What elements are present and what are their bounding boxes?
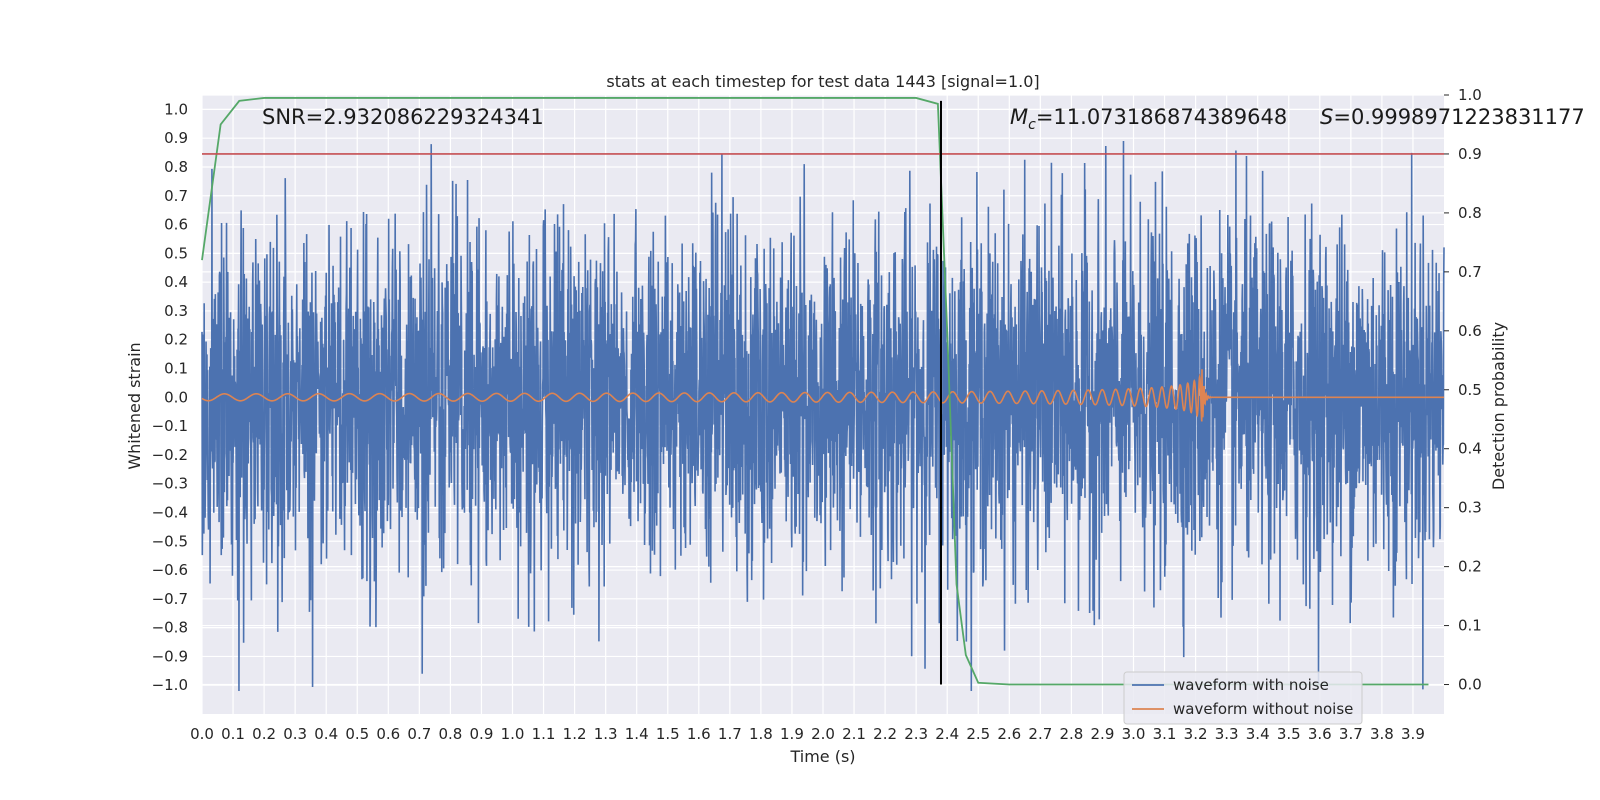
x-tick-label: 1.0 (501, 725, 525, 743)
y-tick-label: 0.1 (164, 360, 188, 378)
x-tick-label: 2.0 (811, 725, 835, 743)
legend-label-noise: waveform with noise (1173, 676, 1329, 694)
x-tick-label: 1.6 (687, 725, 711, 743)
clean-waveform-line (201, 369, 1444, 422)
y-tick-label: 1.0 (164, 100, 188, 118)
x-tick-label: 3.3 (1215, 725, 1239, 743)
x-tick-label: 1.1 (532, 725, 556, 743)
x-tick-label: 3.4 (1246, 725, 1270, 743)
x-tick-label: 1.5 (656, 725, 680, 743)
snr-annotation: SNR=2.932086229324341 (262, 105, 544, 129)
x-tick-label: 3.0 (1122, 725, 1146, 743)
x-tick-label: 3.9 (1401, 725, 1425, 743)
y-tick-label: −1.0 (152, 676, 188, 694)
y-tick-label: −0.7 (152, 590, 188, 608)
x-tick-label: 2.8 (1059, 725, 1083, 743)
x-tick-label: 0.4 (314, 725, 338, 743)
y-tick-label: 0.9 (164, 129, 188, 147)
score-value: =0.9998971223831177 (1333, 105, 1584, 129)
y2-tick-label: 0.1 (1458, 617, 1482, 635)
x-tick-label: 1.2 (563, 725, 587, 743)
x-tick-label: 0.9 (470, 725, 494, 743)
y-axis-ticks: 1.0 0.9 0.8 0.7 0.6 0.5 0.4 0.3 0.2 0.1 0.0 −0.1 −0.… (152, 100, 188, 694)
score-annotation: S=0.9998971223831177 (1320, 105, 1585, 129)
x-tick-label: 2.9 (1091, 725, 1115, 743)
x-tick-label: 0.2 (252, 725, 276, 743)
x-tick-label: 2.4 (935, 725, 959, 743)
x-tick-label: 1.7 (718, 725, 742, 743)
chart-title: stats at each timestep for test data 144… (606, 72, 1039, 91)
x-tick-label: 0.8 (438, 725, 462, 743)
y-tick-label: −0.1 (152, 417, 188, 435)
x-tick-label: 1.4 (625, 725, 649, 743)
x-tick-label: 3.5 (1277, 725, 1301, 743)
y-tick-label: 0.3 (164, 302, 188, 320)
y2-axis-ticks: 1.0 0.9 0.8 0.7 0.6 0.5 0.4 0.3 0.2 0.1 0.0 (1444, 86, 1482, 694)
x-tick-label: 3.7 (1339, 725, 1363, 743)
legend-label-clean: waveform without noise (1173, 700, 1353, 718)
x-tick-label: 0.0 (190, 725, 214, 743)
x-tick-label: 2.7 (1028, 725, 1052, 743)
x-tick-label: 2.5 (966, 725, 990, 743)
y-tick-label: 0.6 (164, 216, 188, 234)
x-tick-label: 2.6 (997, 725, 1021, 743)
y2-tick-label: 0.0 (1458, 676, 1482, 694)
y2-tick-label: 0.4 (1458, 440, 1482, 458)
x-tick-label: 3.8 (1370, 725, 1394, 743)
x-tick-label: 3.6 (1308, 725, 1332, 743)
series-waveform-without-noise (201, 369, 1444, 422)
y2-tick-label: 0.2 (1458, 558, 1482, 576)
x-tick-label: 0.6 (376, 725, 400, 743)
y-tick-label: −0.8 (152, 619, 188, 637)
x-axis-label: Time (s) (789, 747, 855, 766)
y-tick-label: 0.8 (164, 158, 188, 176)
chirp-mass-annotation: Mc=11.073186874389648 (1010, 105, 1287, 133)
y2-tick-label: 0.8 (1458, 204, 1482, 222)
legend-frame (1123, 671, 1363, 725)
y-tick-label: 0.0 (164, 388, 188, 406)
y2-tick-label: 0.7 (1458, 263, 1482, 281)
x-tick-label: 2.3 (904, 725, 928, 743)
x-tick-label: 3.1 (1153, 725, 1177, 743)
x-tick-label: 2.2 (873, 725, 897, 743)
y2-axis-label: Detection probability (1489, 322, 1508, 490)
y-tick-label: −0.6 (152, 561, 188, 579)
y2-tick-label: 0.9 (1458, 145, 1482, 163)
y-tick-label: −0.5 (152, 532, 188, 550)
x-tick-label: 0.3 (283, 725, 307, 743)
x-tick-label: 1.3 (594, 725, 618, 743)
y-tick-label: −0.4 (152, 503, 188, 521)
x-tick-label: 0.1 (221, 725, 245, 743)
x-tick-label: 3.2 (1184, 725, 1208, 743)
series-detection-probability (201, 97, 1429, 686)
overlays (202, 100, 1444, 685)
y-tick-label: −0.9 (152, 647, 188, 665)
y2-tick-label: 0.5 (1458, 381, 1482, 399)
x-tick-label: 1.8 (749, 725, 773, 743)
x-axis-ticks: 0.0 0.1 0.2 0.3 0.4 0.5 0.6 0.7 0.8 0.9 1.0 1.1 1.2 1… (190, 725, 1425, 743)
chirp-mass-subscript: c (1028, 117, 1036, 133)
x-tick-label: 0.5 (345, 725, 369, 743)
y-tick-label: 0.2 (164, 331, 188, 349)
chirp-mass-symbol: M (1010, 105, 1028, 129)
y2-tick-label: 0.6 (1458, 322, 1482, 340)
y2-tick-label: 0.3 (1458, 499, 1482, 517)
x-tick-label: 1.9 (780, 725, 804, 743)
legend: waveform with noise waveform without noi… (1123, 671, 1363, 725)
score-symbol: S (1320, 105, 1333, 129)
series-waveform-with-noise (201, 140, 1445, 691)
noise-waveform-line (201, 140, 1445, 691)
x-tick-label: 2.1 (842, 725, 866, 743)
y-tick-label: −0.2 (152, 446, 188, 464)
y-tick-label: 0.7 (164, 187, 188, 205)
y-axis-label: Whitened strain (125, 342, 144, 469)
y-tick-label: −0.3 (152, 475, 188, 493)
x-tick-label: 0.7 (407, 725, 431, 743)
y-tick-label: 0.5 (164, 244, 188, 262)
chirp-mass-value: =11.073186874389648 (1036, 105, 1287, 129)
y-tick-label: 0.4 (164, 273, 188, 291)
y2-tick-label: 1.0 (1458, 86, 1482, 104)
probability-line (201, 97, 1429, 686)
